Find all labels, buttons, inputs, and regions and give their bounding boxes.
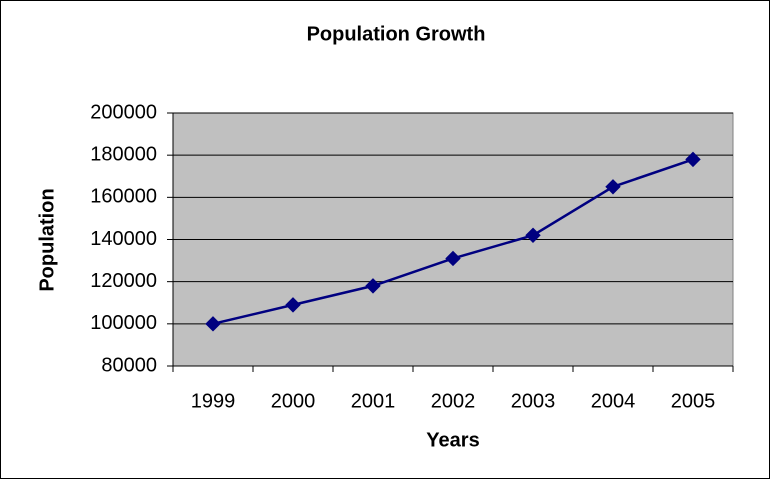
x-tick-label: 2004 [591,390,636,412]
y-tick-label: 160000 [90,186,157,208]
x-tick-label: 2003 [511,390,556,412]
data-marker [605,179,621,195]
data-marker [285,297,301,313]
x-tick-label: 1999 [191,390,236,412]
data-marker [685,151,701,168]
data-marker [525,227,541,243]
chart-title: Population Growth [307,23,486,45]
x-tick-label: 2000 [271,390,316,412]
y-tick-label: 80000 [101,354,157,376]
x-axis-label: Years [426,429,479,451]
data-marker [365,278,381,294]
y-tick-label: 100000 [90,312,157,334]
y-axis-label: Population [36,188,58,291]
y-tick-label: 200000 [90,101,157,123]
y-tick-label: 180000 [90,143,157,165]
y-tick-label: 140000 [90,228,157,250]
x-tick-label: 2001 [351,390,396,412]
data-marker [205,316,221,332]
x-tick-label: 2005 [671,390,716,412]
x-tick-label: 2002 [431,390,476,412]
y-tick-label: 120000 [90,270,157,292]
data-marker [445,250,461,267]
